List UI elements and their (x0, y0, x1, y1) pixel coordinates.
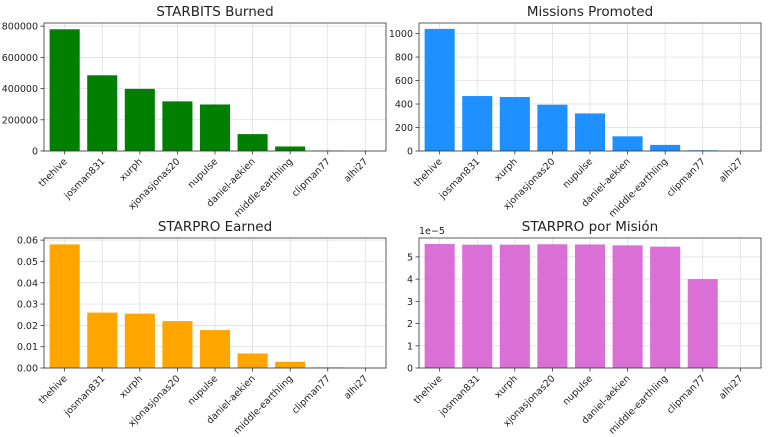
x-tick-label: xurph (493, 373, 520, 400)
bar (237, 134, 268, 151)
bar (537, 244, 568, 368)
x-tick-label: clipman77 (290, 156, 333, 199)
y-tick-label: 200000 (2, 115, 38, 126)
y-tick-label: 0 (32, 147, 38, 158)
bar (612, 136, 643, 151)
x-tick-label: clipman77 (290, 373, 333, 416)
x-tick-label: nupulse (186, 156, 220, 190)
bar (49, 244, 80, 368)
chart-panel-1: 0200000400000600000800000thehivejosman83… (2, 4, 387, 220)
x-tick-label: clipman77 (665, 373, 708, 416)
chart-title: STARBITS Burned (156, 4, 273, 20)
y-tick-label: 400 (395, 100, 413, 111)
y-tick-label: 800 (395, 53, 413, 64)
chart-panel-3: 0.000.010.020.030.040.050.06thehivejosma… (17, 219, 387, 437)
y-tick-label: 600 (395, 76, 413, 87)
y-tick-label: 5 (407, 252, 413, 263)
chart-title: STARPRO Earned (158, 219, 272, 235)
bar (49, 29, 80, 151)
bar (574, 244, 606, 368)
x-tick-label: nupulse (186, 373, 220, 407)
x-tick-label: xurph (118, 373, 145, 400)
bar (275, 361, 306, 368)
y-tick-label: 0.01 (17, 342, 38, 353)
bar (162, 101, 193, 151)
x-tick-label: thehive (37, 373, 70, 406)
y-tick-label: 0.05 (17, 257, 38, 268)
bar (87, 312, 118, 368)
y-tick-label: 4 (407, 275, 413, 286)
x-tick-label: alhi27 (717, 156, 745, 184)
x-tick-label: alhi27 (717, 373, 745, 401)
y-tick-label: 200 (395, 123, 413, 134)
bar (462, 244, 493, 368)
y-tick-label: 600000 (2, 53, 38, 64)
y-tick-label: 800000 (2, 22, 38, 33)
bar (650, 144, 681, 151)
x-tick-label: nupulse (561, 373, 595, 407)
y-tick-label: 0.02 (17, 321, 38, 332)
x-tick-label: alhi27 (342, 156, 370, 184)
x-tick-label: alhi27 (342, 373, 370, 401)
y-tick-label: 0.04 (17, 278, 38, 289)
bar (650, 246, 681, 368)
bar (199, 104, 231, 151)
bar (199, 330, 231, 368)
bar (462, 96, 493, 151)
chart-title: STARPRO por Misión (522, 219, 659, 235)
bar (87, 75, 118, 151)
bar (424, 28, 455, 151)
bar (612, 245, 643, 368)
y-tick-label: 3 (407, 297, 413, 308)
x-tick-label: nupulse (561, 156, 595, 190)
bar (687, 279, 718, 368)
x-tick-label: thehive (37, 156, 70, 189)
bar (499, 244, 530, 368)
bar (124, 88, 155, 151)
x-tick-label: thehive (412, 156, 445, 189)
x-tick-label: xurph (118, 156, 145, 183)
bar (124, 313, 155, 368)
y-tick-label: 1 (407, 341, 413, 352)
x-tick-label: thehive (412, 373, 445, 406)
axis-offset-label: 1e−5 (419, 226, 445, 237)
bar (237, 353, 268, 368)
bar (537, 104, 568, 151)
bar (275, 146, 306, 151)
bar (574, 113, 606, 151)
y-tick-label: 1000 (389, 29, 413, 40)
y-tick-label: 0.06 (17, 236, 38, 247)
chart-title: Missions Promoted (527, 4, 653, 20)
y-tick-label: 0.03 (17, 300, 38, 311)
y-tick-label: 2 (407, 319, 413, 330)
x-tick-label: xurph (493, 156, 520, 183)
bar (424, 244, 455, 368)
x-tick-label: clipman77 (665, 156, 708, 199)
y-tick-label: 0 (407, 147, 413, 158)
y-tick-label: 400000 (2, 84, 38, 95)
bar (162, 321, 193, 368)
y-tick-label: 0 (407, 364, 413, 375)
y-tick-label: 0.00 (17, 364, 38, 375)
bar (499, 96, 530, 151)
